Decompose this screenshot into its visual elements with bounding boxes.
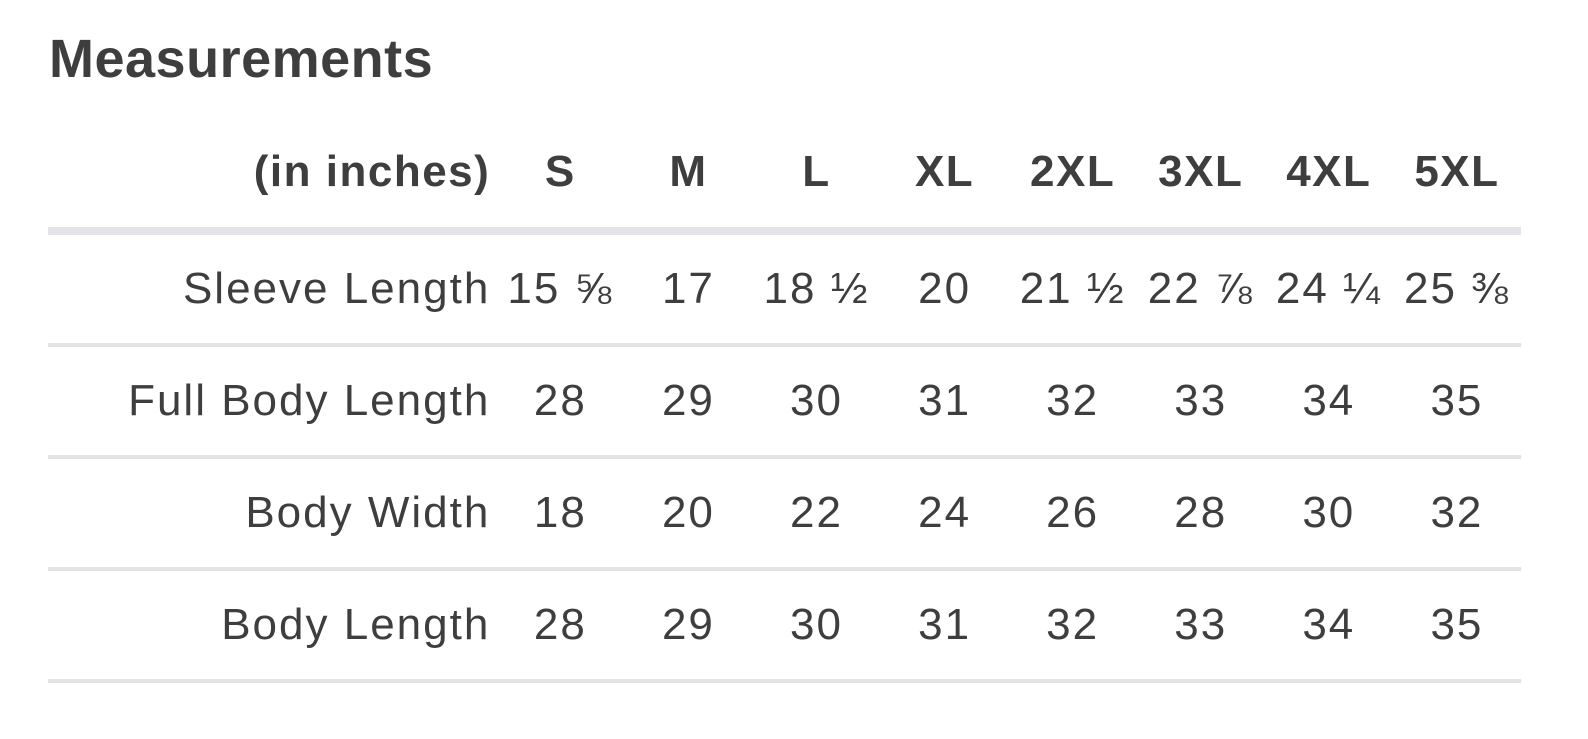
table-cell: 33 [1136, 569, 1265, 683]
table-cell: 28 [496, 569, 625, 683]
size-chart-table: (in inches) S M L XL 2XL 3XL 4XL 5XL Sle… [48, 116, 1521, 683]
table-cell: 35 [1392, 345, 1521, 459]
table-cell: 30 [1264, 457, 1393, 571]
table-cell: 30 [752, 569, 881, 683]
table-cell: 24 ¼ [1264, 231, 1393, 347]
table-cell: 33 [1136, 345, 1265, 459]
table-row-body-length: Body Length 28 29 30 31 32 33 34 35 [48, 569, 1521, 683]
table-cell: 34 [1264, 345, 1393, 459]
unit-header: (in inches) [48, 116, 497, 235]
table-cell: 26 [1008, 457, 1137, 571]
size-header-4xl: 4XL [1264, 116, 1393, 235]
table-cell: 28 [1136, 457, 1265, 571]
table-cell: 31 [880, 569, 1009, 683]
row-label: Body Width [48, 457, 497, 571]
table-cell: 22 [752, 457, 881, 571]
table-cell: 24 [880, 457, 1009, 571]
table-cell: 32 [1008, 569, 1137, 683]
row-label: Full Body Length [48, 345, 497, 459]
row-label: Sleeve Length [48, 231, 497, 347]
page-title: Measurements [49, 29, 434, 89]
size-header-2xl: 2XL [1008, 116, 1137, 235]
table-cell: 28 [496, 345, 625, 459]
table-row-body-width: Body Width 18 20 22 24 26 28 30 32 [48, 457, 1521, 571]
table-cell: 29 [624, 345, 753, 459]
size-header-l: L [752, 116, 881, 235]
table-cell: 25 ⅜ [1392, 231, 1521, 347]
table-cell: 32 [1008, 345, 1137, 459]
size-header-3xl: 3XL [1136, 116, 1265, 235]
table-cell: 20 [624, 457, 753, 571]
table-cell: 22 ⅞ [1136, 231, 1265, 347]
table-cell: 20 [880, 231, 1009, 347]
header-row: (in inches) S M L XL 2XL 3XL 4XL 5XL [48, 116, 1521, 235]
table-cell: 30 [752, 345, 881, 459]
table-cell: 18 ½ [752, 231, 881, 347]
table-cell: 18 [496, 457, 625, 571]
table-cell: 15 ⅝ [496, 231, 625, 347]
size-header-m: M [624, 116, 753, 235]
table-cell: 31 [880, 345, 1009, 459]
table-cell: 35 [1392, 569, 1521, 683]
row-label: Body Length [48, 569, 497, 683]
table-cell: 32 [1392, 457, 1521, 571]
size-header-xl: XL [880, 116, 1009, 235]
table-cell: 34 [1264, 569, 1393, 683]
table-cell: 21 ½ [1008, 231, 1137, 347]
table-row-full-body-length: Full Body Length 28 29 30 31 32 33 34 35 [48, 345, 1521, 459]
size-header-5xl: 5XL [1392, 116, 1521, 235]
table-row-sleeve-length: Sleeve Length 15 ⅝ 17 18 ½ 20 21 ½ 22 ⅞ … [48, 231, 1521, 347]
table-cell: 29 [624, 569, 753, 683]
table-cell: 17 [624, 231, 753, 347]
size-header-s: S [496, 116, 625, 235]
